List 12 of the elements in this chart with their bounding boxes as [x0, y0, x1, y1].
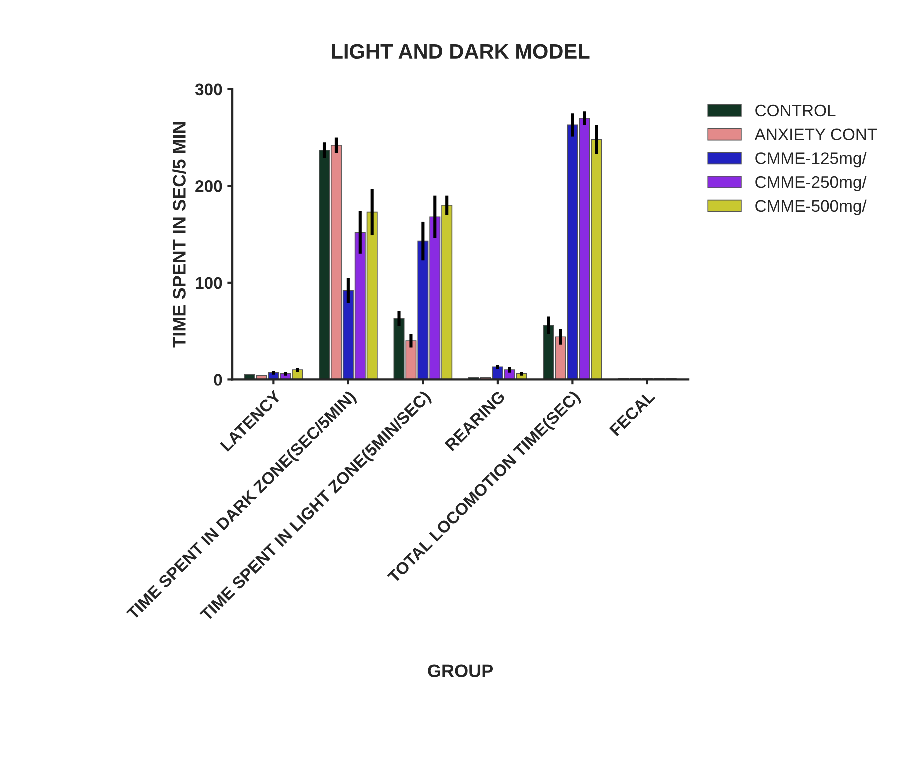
legend-label: CMME-125mg/: [756, 152, 867, 168]
y-tick-label: 100: [196, 277, 222, 290]
y-axis-title: TIME SPENT IN SEC/5 MIN: [172, 122, 186, 348]
legend-label: CMME-500mg/: [756, 200, 867, 216]
y-tick-label: 300: [195, 84, 222, 96]
legend-label: CONTROL: [756, 104, 836, 117]
y-tick-label: 200: [196, 180, 222, 192]
chart-title: LIGHT AND DARK MODEL: [332, 44, 590, 60]
y-tick-label: 0: [214, 374, 222, 386]
legend-label: ANXIETY CONT: [754, 128, 878, 140]
legend-label: CMME-250mg/: [756, 176, 867, 192]
x-axis-title: GROUP: [428, 664, 494, 678]
